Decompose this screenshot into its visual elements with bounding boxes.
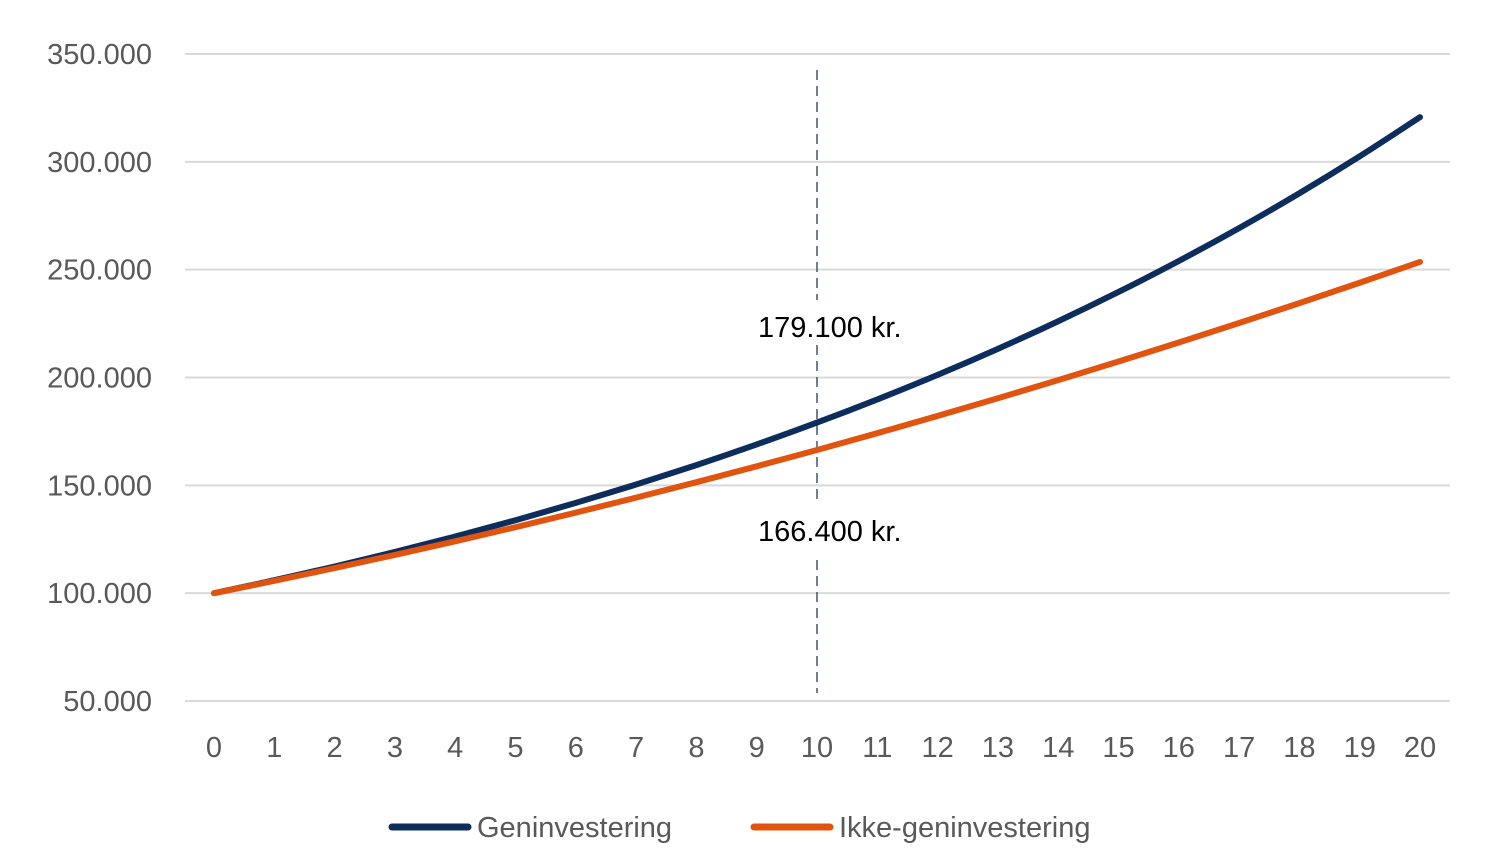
- x-tick-label: 2: [327, 732, 343, 764]
- x-tick-label: 11: [862, 732, 892, 764]
- x-tick-label: 4: [447, 732, 463, 764]
- y-tick-label: 50.000: [63, 686, 152, 718]
- x-tick-label: 3: [387, 732, 403, 764]
- x-tick-label: 18: [1283, 732, 1315, 764]
- x-tick-label: 14: [1042, 732, 1074, 764]
- x-tick-label: 20: [1404, 732, 1436, 764]
- x-tick-label: 9: [749, 732, 765, 764]
- legend: Geninvestering Ikke-geninvestering: [388, 812, 1090, 844]
- x-tick-label: 0: [206, 732, 222, 764]
- legend-label-geninvestering: Geninvestering: [477, 812, 672, 844]
- y-tick-label: 300.000: [47, 147, 152, 179]
- x-tick-label: 10: [801, 732, 833, 764]
- legend-label-ikke-geninvestering: Ikke-geninvestering: [839, 812, 1090, 844]
- x-tick-label: 6: [568, 732, 584, 764]
- x-tick-label: 15: [1102, 732, 1134, 764]
- y-tick-label: 150.000: [47, 470, 152, 502]
- x-tick-label: 7: [628, 732, 644, 764]
- annotation-ikke-geninvestering-value: 166.400 kr.: [758, 516, 902, 548]
- x-tick-label: 16: [1163, 732, 1195, 764]
- y-axis-ticks: 50.000 100.000 150.000 200.000 250.000 300.00…: [47, 39, 152, 718]
- y-tick-label: 250.000: [47, 255, 152, 287]
- x-tick-label: 8: [688, 732, 704, 764]
- x-tick-label: 13: [982, 732, 1014, 764]
- series-line-geninvestering: [211, 114, 1423, 597]
- x-tick-label: 17: [1223, 732, 1255, 764]
- x-axis-ticks: 0 1 2 3 4 5 6 7 8 9 10 11 12 13 14 15 16 17 18 19 20: [206, 732, 1436, 764]
- annotation-geninvestering-value: 179.100 kr.: [758, 312, 902, 344]
- y-tick-label: 100.000: [47, 578, 152, 610]
- x-tick-label: 5: [507, 732, 523, 764]
- x-tick-label: 1: [266, 732, 282, 764]
- y-tick-label: 200.000: [47, 363, 152, 395]
- x-tick-label: 12: [921, 732, 953, 764]
- x-tick-label: 19: [1344, 732, 1376, 764]
- y-tick-label: 350.000: [47, 39, 152, 71]
- series-lines: [211, 114, 1423, 597]
